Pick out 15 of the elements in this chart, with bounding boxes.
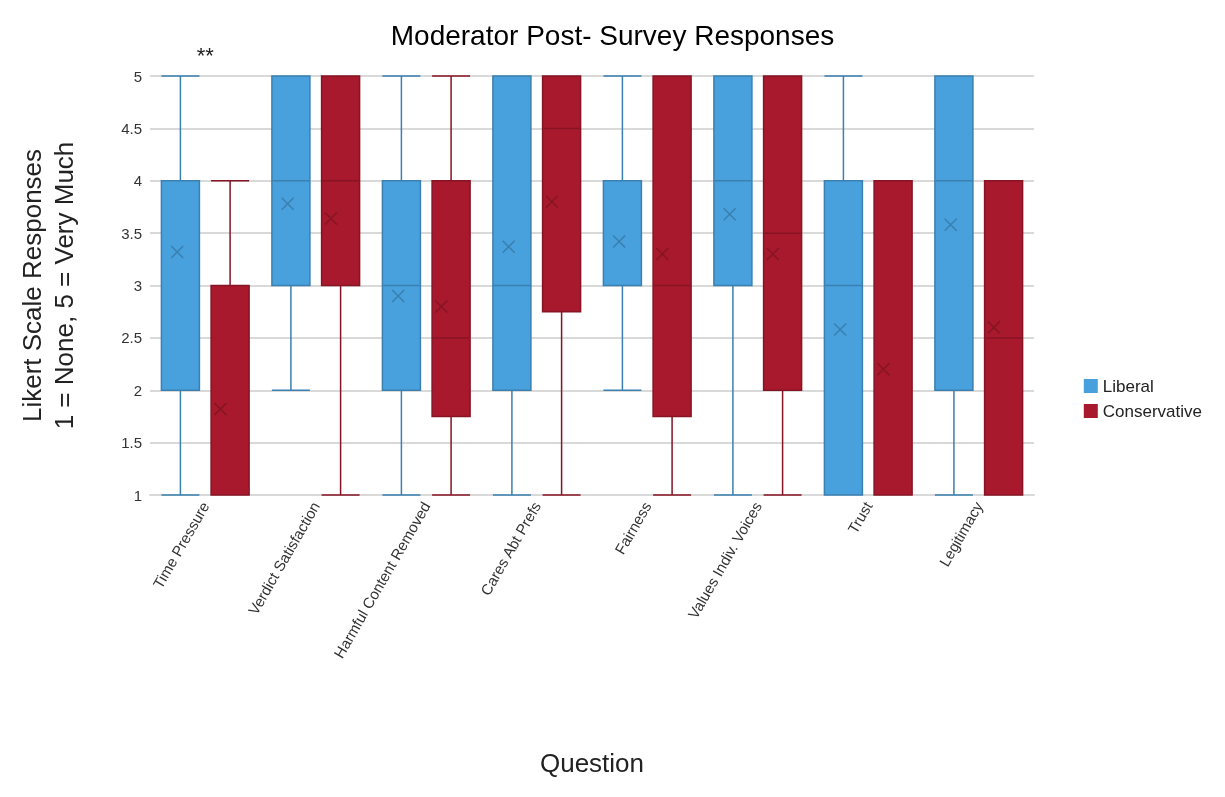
text: ** [196,42,215,68]
y-tick-label: 4.5 [121,119,142,137]
legend-label: Liberal [1102,376,1154,396]
y-tick-label: 1 [133,486,142,504]
y-tick-label: 3 [133,277,142,294]
legend-label: Conservative [1102,401,1203,421]
y-tick-label: 2.5 [121,329,142,347]
y-tick-label: 5 [133,67,142,85]
y-tick-label: 2 [133,381,142,399]
y-tick-label: 1.5 [121,434,142,452]
y-axis-title: Likert Scale Responses 1 = None, 5 = Very Much [17,141,79,430]
chart-title: Moderator Post- Survey Responses [390,19,835,51]
y-tick-label: 4 [133,172,142,190]
y-tick-label: 3.5 [121,224,142,242]
x-axis-title: Question [539,748,645,778]
